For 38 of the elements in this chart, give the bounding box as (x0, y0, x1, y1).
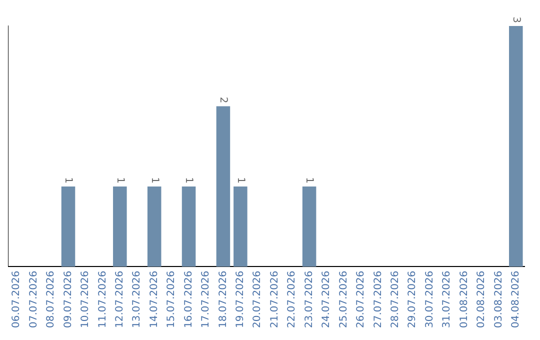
x-tick-label: 12.07.2026 (114, 270, 126, 328)
x-tick-label: 16.07.2026 (183, 270, 194, 328)
x-tick-label: 04.08.2026 (510, 270, 522, 328)
data-label: 1 (183, 177, 194, 184)
x-tick-label: 25.07.2026 (338, 270, 350, 328)
x-tick-label: 26.07.2026 (356, 270, 367, 328)
x-tick-label: 21.07.2026 (269, 270, 280, 328)
x-tick-label: 01.08.2026 (458, 270, 470, 328)
x-tick-label: 24.07.2026 (321, 270, 332, 328)
x-tick-label: 13.07.2026 (132, 270, 143, 328)
x-tick-label: 20.07.2026 (252, 270, 264, 328)
x-tick-label: 23.07.2026 (304, 270, 315, 328)
x-tick-label: 28.07.2026 (390, 270, 401, 328)
x-tick-label: 15.07.2026 (166, 270, 178, 328)
x-tick-label: 07.07.2026 (28, 270, 40, 328)
x-tick-label: 31.07.2026 (442, 270, 453, 328)
x-tick-label: 18.07.2026 (218, 270, 229, 328)
data-label: 1 (234, 177, 246, 184)
x-tick-label: 08.07.2026 (46, 270, 57, 328)
x-tick-label: 03.08.2026 (493, 270, 504, 328)
x-tick-label: 02.08.2026 (476, 270, 488, 328)
data-label: 3 (510, 16, 522, 23)
x-tick-label: 10.07.2026 (80, 270, 92, 328)
x-tick-label: 27.07.2026 (372, 270, 384, 328)
x-tick-label: 09.07.2026 (62, 270, 74, 328)
data-label: 1 (148, 177, 160, 184)
x-tick-label: 11.07.2026 (97, 270, 108, 328)
x-tick-label: 06.07.2026 (11, 270, 22, 328)
x-tick-label: 22.07.2026 (286, 270, 298, 328)
x-tick-label: 30.07.2026 (424, 270, 436, 328)
x-tick-label: 14.07.2026 (148, 270, 160, 328)
x-tick-label: 17.07.2026 (200, 270, 212, 328)
data-label: 2 (218, 96, 229, 104)
data-label: 1 (114, 177, 126, 184)
data-label: 1 (62, 177, 74, 184)
x-tick-label: 19.07.2026 (235, 270, 246, 328)
data-label: 1 (304, 177, 315, 184)
x-tick-label: 29.07.2026 (407, 270, 418, 328)
